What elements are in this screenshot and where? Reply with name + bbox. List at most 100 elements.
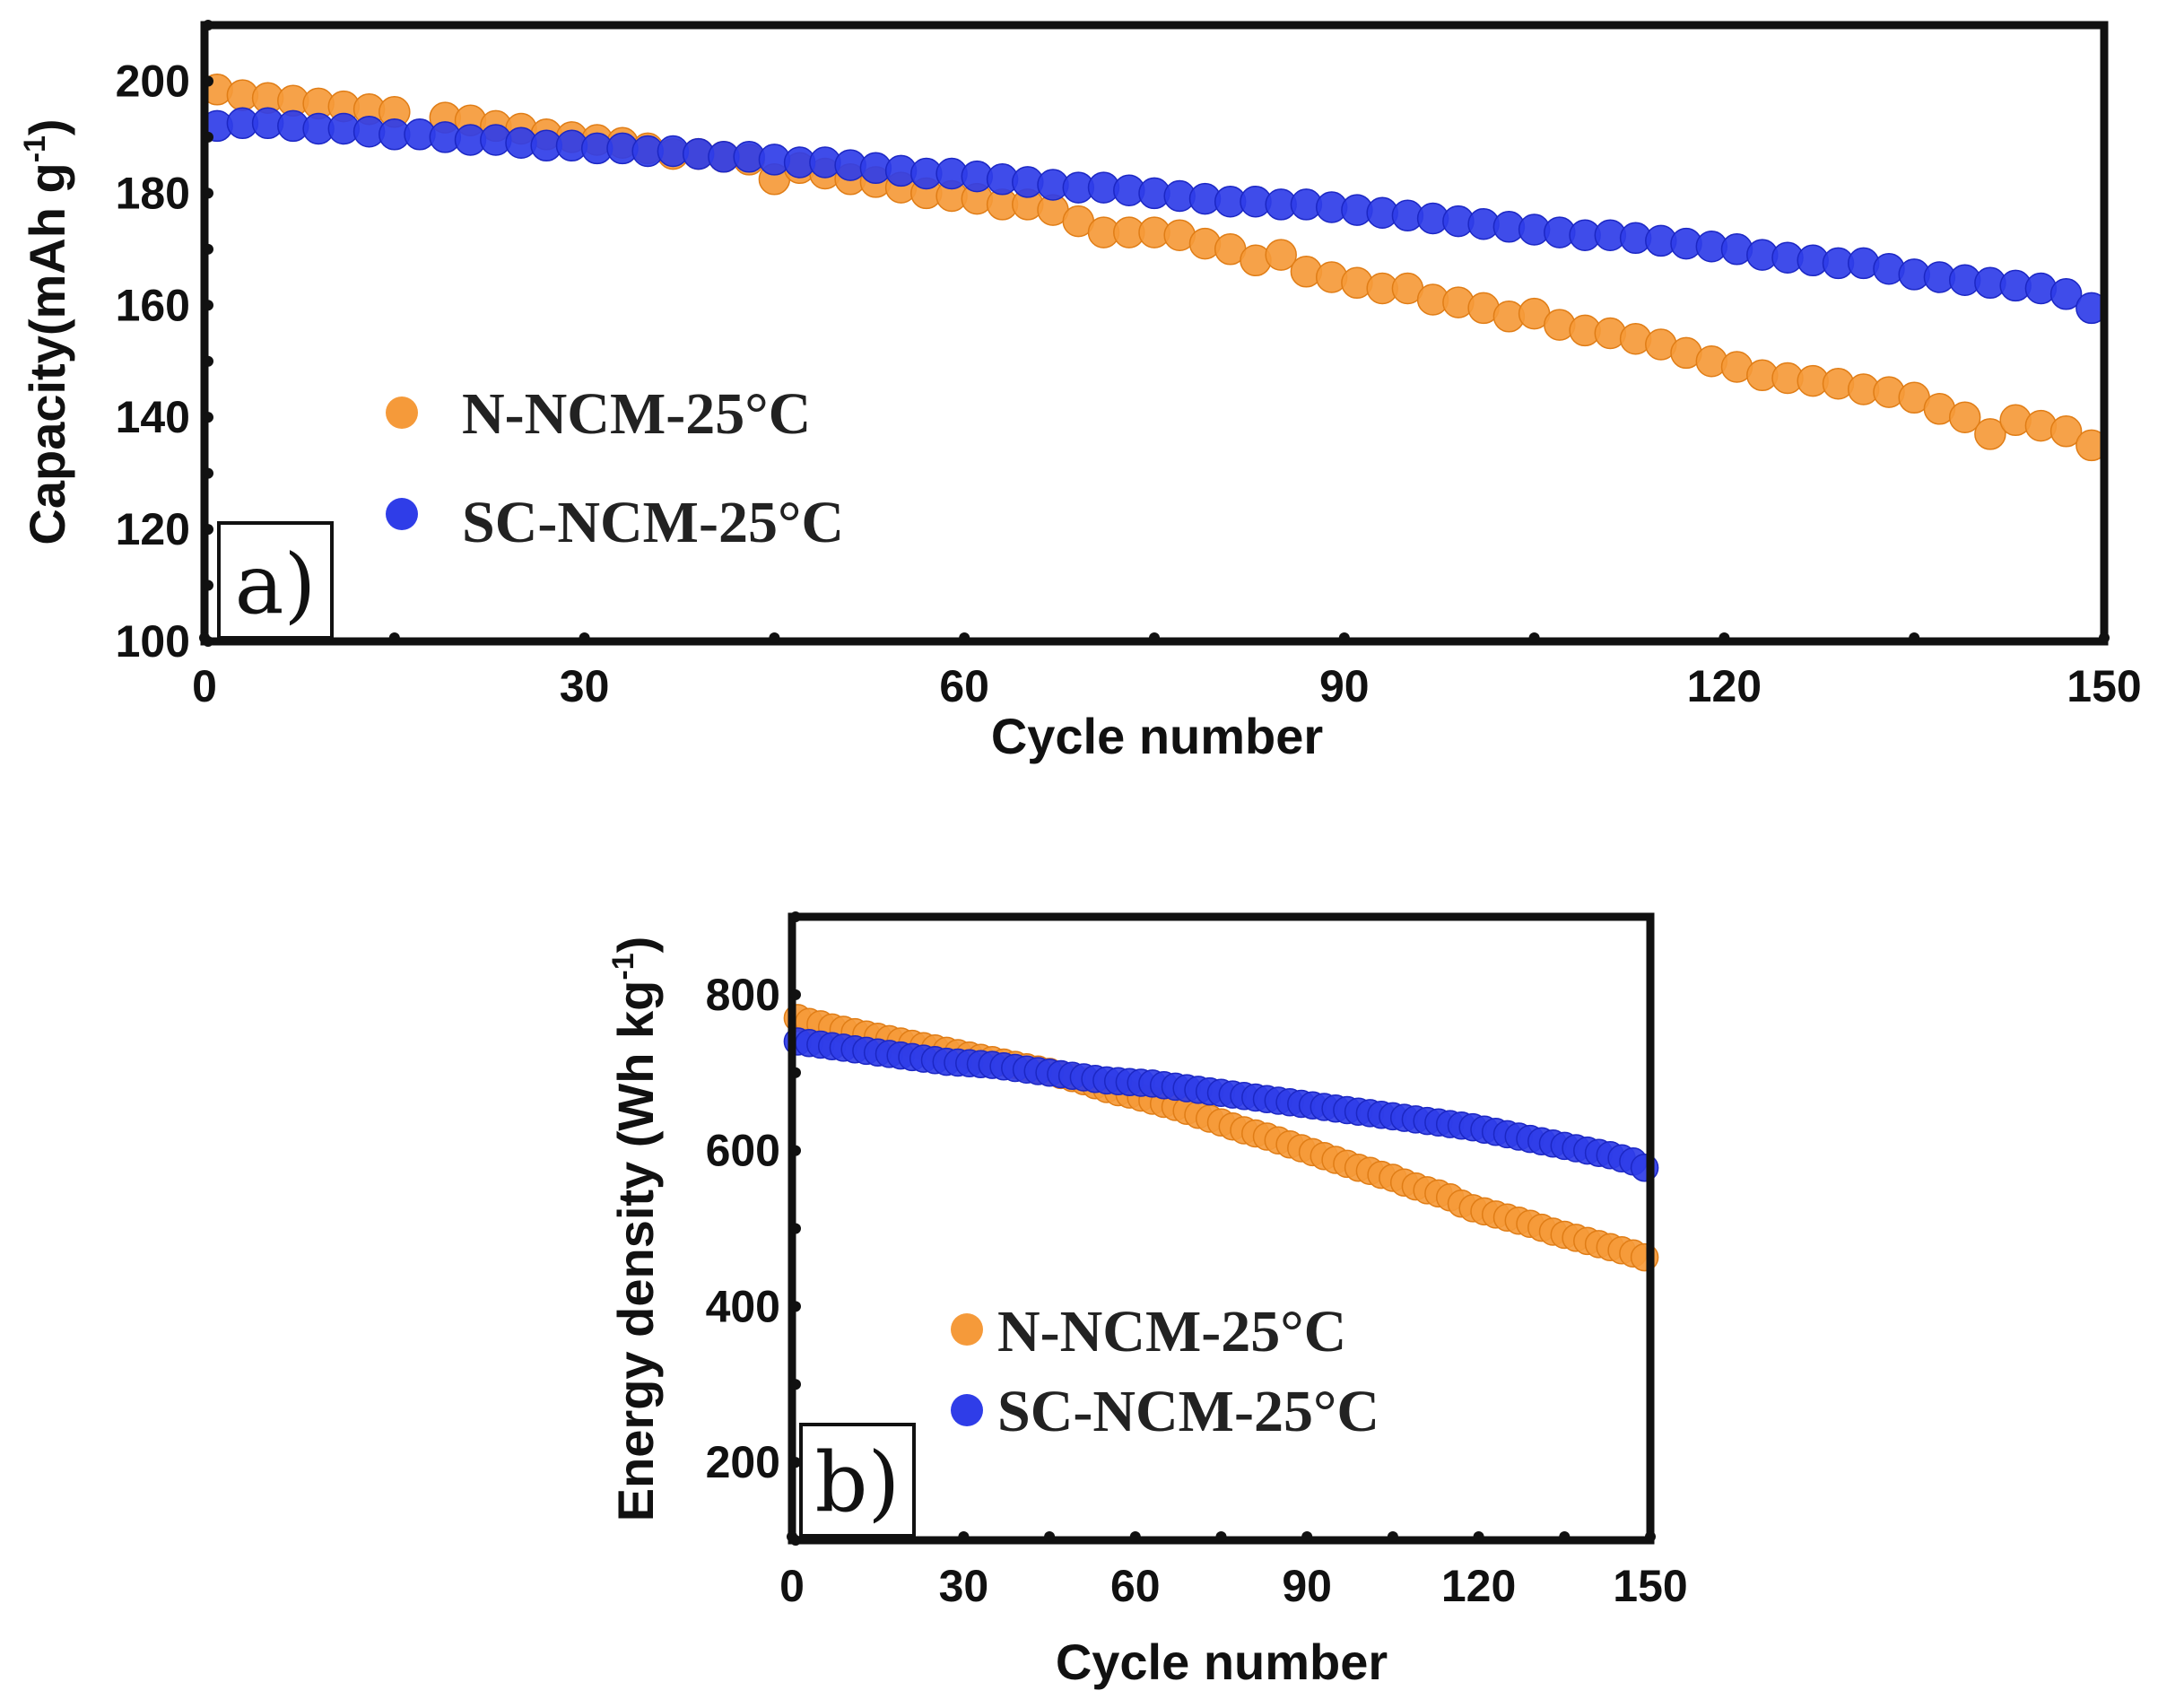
panel-a-x-tick-label: 90	[1319, 661, 1370, 711]
panel-a-label: a)	[235, 536, 317, 632]
panel-a-y-tick-label: 120	[116, 504, 190, 554]
panel-a-legend-label-sc-ncm: SC-NCM-25°C	[462, 490, 844, 555]
panel-b-y-tick	[790, 1223, 801, 1234]
panel-b-y-tick	[790, 1457, 801, 1468]
panel-a-data-points	[201, 74, 2108, 462]
panel-b-x-tick	[1215, 1531, 1227, 1542]
panel-b-y-tick	[790, 1067, 801, 1078]
panel-a-sc-ncm-point	[2049, 278, 2083, 310]
panel-b-y-tick	[790, 1145, 801, 1156]
panel-b-y-tick-label: 400	[706, 1281, 780, 1331]
panel-b-x-tick	[958, 1531, 970, 1542]
panel-b-x-tick	[1473, 1531, 1484, 1542]
panel-b-x-tick	[1559, 1531, 1571, 1542]
panel-a-x-tick-label: 120	[1687, 661, 1762, 711]
panel-a: 100 120 140 160 180 200 0 30 60 90 120 1…	[18, 20, 2142, 764]
panel-a-y-tick-labels: 100 120 140 160 180 200	[116, 56, 190, 667]
panel-a-y-tick	[203, 524, 213, 536]
panel-b-legend-label-sc-ncm: SC-NCM-25°C	[997, 1379, 1379, 1444]
panel-b-x-tick-label: 0	[779, 1561, 805, 1611]
panel-a-x-tick	[769, 632, 780, 643]
panel-b-label-frame	[799, 1423, 916, 1538]
panel-b-x-tick-label: 120	[1441, 1561, 1516, 1611]
panel-a-x-tick	[1909, 632, 1920, 643]
panel-a-n-ncm-point	[1974, 418, 2006, 450]
panel-b-x-tick	[1044, 1531, 1056, 1542]
panel-b-label: b)	[815, 1434, 901, 1530]
panel-b-ticks	[787, 911, 1656, 1546]
panel-a-y-tick	[203, 20, 213, 30]
panel-b-x-tick	[1645, 1531, 1656, 1542]
panel-a-y-tick	[203, 467, 213, 479]
panel-a-y-tick	[203, 187, 213, 199]
panel-a-y-tick	[203, 131, 213, 143]
panel-a-y-tick	[203, 355, 213, 367]
panel-a-y-tick	[203, 636, 213, 647]
panel-a-y-axis-title-superscript: -1	[18, 135, 52, 162]
panel-a-legend-label-n-ncm: N-NCM-25°C	[462, 381, 811, 447]
panel-b-x-tick	[1129, 1531, 1141, 1542]
panel-b-y-tick-label: 800	[706, 970, 780, 1020]
panel-a-x-tick	[2099, 632, 2110, 643]
panel-a-legend-marker-sc-ncm	[386, 498, 418, 530]
panel-a-x-tick	[1528, 632, 1540, 643]
panel-a-y-tick	[203, 75, 213, 87]
panel-a-y-tick-label: 100	[116, 616, 190, 667]
panel-b-y-axis-title-superscript: -1	[606, 953, 640, 980]
panel-b-legend-marker-sc-ncm	[951, 1394, 983, 1426]
panel-b-x-tick-label: 150	[1613, 1561, 1687, 1611]
panel-a-x-tick-labels: 0 30 60 90 120 150	[192, 661, 2142, 711]
panel-b-x-tick	[1387, 1531, 1398, 1542]
panel-b-y-tick	[790, 1301, 801, 1312]
panel-a-y-axis-title: Capacity(mAh g-1)	[18, 118, 75, 545]
panel-b-y-tick-labels: 200 400 600 800	[706, 970, 780, 1487]
panel-a-n-ncm-point	[2049, 415, 2083, 448]
panel-b-y-tick	[790, 989, 801, 1000]
panel-a-x-tick-label: 150	[2067, 661, 2141, 711]
panel-b-x-tick-label: 30	[939, 1561, 989, 1611]
panel-b-x-tick-label: 90	[1282, 1561, 1332, 1611]
panel-b-label-box: b)	[799, 1423, 916, 1538]
panel-b-data-points	[783, 1004, 1659, 1272]
panel-a-y-tick-label: 160	[116, 280, 190, 330]
panel-b: 200 400 600 800 0 30 60 90 120 150 Cycle…	[606, 911, 1688, 1690]
panel-a-x-tick-label: 30	[560, 661, 610, 711]
panel-a-label-box: a)	[217, 521, 334, 640]
panel-a-x-tick-label: 60	[939, 661, 989, 711]
panel-b-y-tick-label: 200	[706, 1437, 780, 1487]
panel-b-y-axis-title-close: )	[607, 937, 664, 954]
panel-a-n-ncm-point	[1265, 239, 1297, 271]
panel-a-y-tick-label: 180	[116, 168, 190, 218]
panel-b-y-axis-title: Energy density (Wh kg-1)	[606, 937, 664, 1522]
panel-a-x-tick	[959, 632, 970, 643]
panel-a-x-tick	[1149, 632, 1160, 643]
panel-a-n-ncm-point	[1948, 401, 1981, 433]
panel-b-x-tick	[1301, 1531, 1313, 1542]
panel-a-x-tick	[388, 632, 400, 643]
panel-b-legend: N-NCM-25°C SC-NCM-25°C	[951, 1299, 1379, 1444]
panel-a-y-tick-label: 140	[116, 392, 190, 442]
panel-b-y-tick-label: 600	[706, 1126, 780, 1176]
panel-a-y-tick	[203, 243, 213, 255]
panel-b-x-axis-title: Cycle number	[1056, 1634, 1388, 1690]
panel-a-y-tick	[203, 580, 213, 591]
panel-a-y-axis-title-close: )	[19, 118, 75, 135]
panel-b-legend-label-n-ncm: N-NCM-25°C	[997, 1299, 1346, 1364]
panel-a-x-tick	[579, 632, 590, 643]
panel-a-y-tick	[203, 412, 213, 423]
panel-b-x-tick-labels: 0 30 60 90 120 150	[779, 1561, 1688, 1611]
panel-a-x-tick	[1338, 632, 1350, 643]
panel-b-y-tick	[790, 1535, 801, 1546]
panel-a-y-tick-label: 200	[116, 56, 190, 106]
panel-a-label-frame	[217, 521, 334, 640]
panel-b-legend-marker-n-ncm	[951, 1313, 983, 1346]
panel-b-x-tick-label: 60	[1110, 1561, 1161, 1611]
panel-a-x-axis-title: Cycle number	[991, 708, 1323, 764]
panel-b-y-tick	[790, 1379, 801, 1390]
panel-a-y-tick	[203, 300, 213, 311]
panel-a-y-axis-title-main: Capacity(mAh g	[19, 162, 75, 545]
panel-b-y-tick	[790, 911, 801, 922]
panel-a-ticks	[199, 20, 2110, 647]
